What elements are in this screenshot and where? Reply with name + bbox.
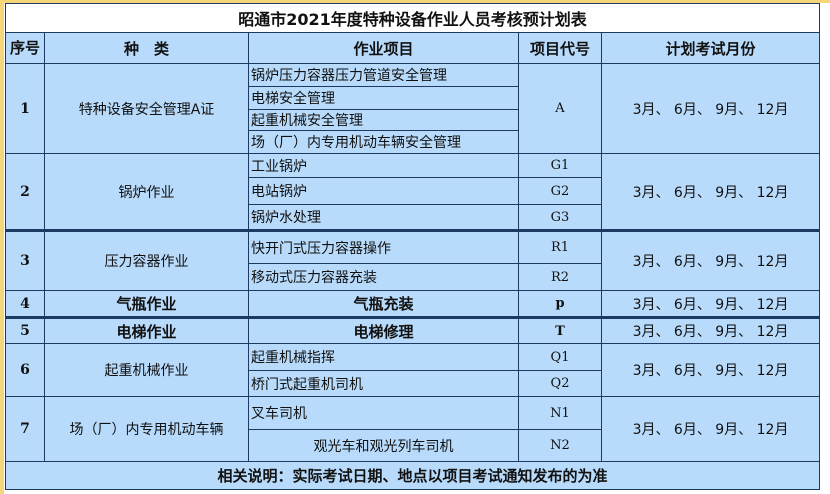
row-code: Q2 — [518, 370, 602, 397]
row-code: N2 — [518, 429, 602, 462]
row-category: 特种设备安全管理A证 — [44, 63, 249, 154]
row-item: 工业锅炉 — [248, 153, 519, 178]
row-seq: 2 — [5, 153, 45, 231]
row-seq: 4 — [5, 290, 45, 318]
row-seq: 3 — [5, 229, 45, 291]
row-code: p — [518, 290, 602, 318]
row-item: 电梯安全管理 — [248, 86, 519, 110]
exam-plan-table: 昭通市2021年度特种设备作业人员考核预计划表 序号 种 类 作业项目 项目代号… — [4, 3, 821, 490]
row-item: 快开门式压力容器操作 — [248, 229, 519, 264]
row-item: 桥门式起重机司机 — [248, 370, 519, 397]
row-code: R1 — [518, 229, 602, 264]
row-seq: 1 — [5, 63, 45, 154]
row-code: A — [518, 63, 602, 154]
row-months: 3月、 6月、 9月、 12月 — [600, 343, 821, 397]
row-months: 3月、 6月、 9月、 12月 — [600, 290, 821, 318]
row-months: 3月、 6月、 9月、 12月 — [600, 153, 821, 231]
row-months: 3月、 6月、 9月、 12月 — [600, 229, 821, 291]
row-seq: 6 — [5, 343, 45, 397]
row-months: 3月、 6月、 9月、 12月 — [600, 63, 821, 154]
row-category: 场（厂）内专用机动车辆 — [44, 396, 249, 462]
row-category: 气瓶作业 — [44, 290, 249, 318]
header-seq: 序号 — [5, 32, 45, 64]
header-category: 种 类 — [44, 32, 249, 64]
row-item: 气瓶充装 — [248, 290, 519, 318]
row-months: 3月、 6月、 9月、 12月 — [600, 396, 821, 462]
row-months: 3月、 6月、 9月、 12月 — [600, 316, 821, 344]
spreadsheet-column-header-strip — [0, 0, 830, 3]
row-code: G3 — [518, 204, 602, 231]
header-code: 项目代号 — [518, 32, 602, 64]
row-item: 锅炉水处理 — [248, 204, 519, 231]
header-item: 作业项目 — [248, 32, 519, 64]
row-item: 锅炉压力容器压力管道安全管理 — [248, 63, 519, 87]
row-category: 压力容器作业 — [44, 229, 249, 291]
row-seq: 5 — [5, 316, 45, 344]
row-code: G2 — [518, 177, 602, 205]
row-item: 观光车和观光列车司机 — [248, 429, 519, 462]
row-item: 场（厂）内专用机动车辆安全管理 — [248, 130, 519, 154]
row-category: 电梯作业 — [44, 316, 249, 344]
row-item: 移动式压力容器充装 — [248, 263, 519, 291]
row-code: N1 — [518, 396, 602, 430]
row-code: R2 — [518, 263, 602, 291]
row-category: 起重机械作业 — [44, 343, 249, 397]
footer-note: 相关说明：实际考试日期、地点以项目考试通知发布的为准 — [4, 461, 821, 490]
row-item: 起重机械指挥 — [248, 343, 519, 371]
spreadsheet-row-header-strip — [0, 0, 4, 494]
header-months: 计划考试月份 — [600, 32, 821, 64]
row-item: 电站锅炉 — [248, 177, 519, 205]
row-category: 锅炉作业 — [44, 153, 249, 231]
row-seq: 7 — [5, 396, 45, 462]
row-item: 电梯修理 — [248, 316, 519, 344]
row-code: Q1 — [518, 343, 602, 371]
table-title: 昭通市2021年度特种设备作业人员考核预计划表 — [4, 3, 821, 33]
row-item: 起重机械安全管理 — [248, 109, 519, 131]
row-item: 叉车司机 — [248, 396, 519, 430]
row-code: T — [518, 316, 602, 344]
row-code: G1 — [518, 153, 602, 178]
